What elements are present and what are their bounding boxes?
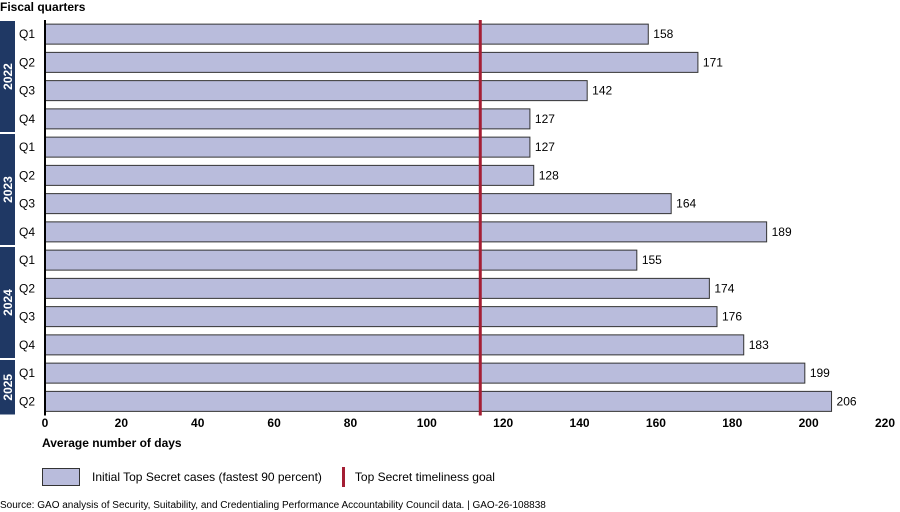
value-label: 155: [642, 253, 662, 267]
value-label: 127: [535, 112, 555, 126]
value-labels: 158 171 142 127 127 128 164 189 155 174 176 183 199 2…: [535, 27, 857, 408]
value-label: 176: [722, 310, 742, 324]
x-tick-label: 180: [722, 416, 742, 430]
year-band: [0, 247, 15, 358]
value-label: 142: [592, 84, 612, 98]
year-label: 2022: [1, 63, 15, 90]
x-tick-label: 100: [417, 416, 437, 430]
year-bands: 2022 2023 2024 2025: [0, 21, 15, 415]
year-band: [0, 360, 15, 415]
quarter-label: Q2: [19, 281, 35, 295]
value-label: 183: [749, 338, 769, 352]
quarter-label: Q1: [19, 27, 35, 41]
x-axis-label: Average number of days: [42, 436, 182, 450]
x-tick-label: 200: [799, 416, 819, 430]
x-tick-label: 80: [344, 416, 358, 430]
quarter-label: Q4: [19, 112, 35, 126]
bar: [44, 249, 638, 271]
value-label: 171: [703, 55, 723, 69]
year-band: [0, 134, 15, 245]
legend: Initial Top Secret cases (fastest 90 per…: [42, 466, 495, 488]
quarter-label: Q1: [19, 253, 35, 267]
bar: [44, 164, 535, 186]
x-tick-label: 40: [191, 416, 205, 430]
quarter-label: Q4: [19, 338, 35, 352]
bar: [44, 193, 672, 215]
quarter-label: Q2: [19, 394, 35, 408]
quarter-label: Q2: [19, 168, 35, 182]
quarter-label: Q4: [19, 225, 35, 239]
x-tick-label: 120: [493, 416, 513, 430]
year-label: 2025: [1, 374, 15, 401]
value-label: 206: [837, 394, 857, 408]
quarter-label: Q1: [19, 366, 35, 380]
bar: [44, 23, 649, 45]
legend-goal-label: Top Secret timeliness goal: [354, 470, 495, 484]
value-label: 164: [676, 197, 696, 211]
bars: [44, 23, 833, 412]
x-tick-label: 0: [42, 416, 49, 430]
value-label: 158: [653, 27, 673, 41]
legend-bar-swatch: [42, 468, 80, 486]
bar: [44, 362, 806, 384]
quarter-label: Q1: [19, 140, 35, 154]
bar: [44, 334, 745, 356]
bar: [44, 306, 718, 328]
x-tick-label: 60: [267, 416, 281, 430]
quarter-labels: Q1 Q2 Q3 Q4 Q1 Q2 Q3 Q4 Q1 Q2 Q3 Q4 Q1 Q2: [19, 27, 35, 408]
x-tick-label: 20: [115, 416, 129, 430]
bar: [44, 51, 699, 73]
year-band: [0, 21, 15, 132]
value-label: 199: [810, 366, 830, 380]
legend-goal-swatch: [341, 467, 345, 487]
bar: [44, 390, 833, 412]
x-tick-label: 220: [875, 416, 895, 430]
quarter-label: Q2: [19, 55, 35, 69]
quarter-label: Q3: [19, 197, 35, 211]
year-label: 2023: [1, 176, 15, 203]
value-label: 174: [714, 281, 734, 295]
x-tick-label: 140: [570, 416, 590, 430]
quarter-label: Q3: [19, 310, 35, 324]
year-label: 2024: [1, 289, 15, 316]
source-note: Source: GAO analysis of Security, Suitab…: [0, 500, 546, 511]
bar: [44, 80, 588, 102]
x-tick-label: 160: [646, 416, 666, 430]
legend-bar-label: Initial Top Secret cases (fastest 90 per…: [92, 470, 322, 484]
chart-title: Fiscal quarters: [0, 0, 86, 14]
x-axis: 0 20 40 60 80 100 120 140 160 180 200 220: [42, 20, 895, 430]
value-label: 127: [535, 140, 555, 154]
quarter-label: Q3: [19, 84, 35, 98]
value-label: 128: [539, 168, 559, 182]
bar: [44, 221, 768, 243]
bar: [44, 108, 531, 130]
bar: [44, 277, 710, 299]
bar: [44, 136, 531, 158]
value-label: 189: [772, 225, 792, 239]
